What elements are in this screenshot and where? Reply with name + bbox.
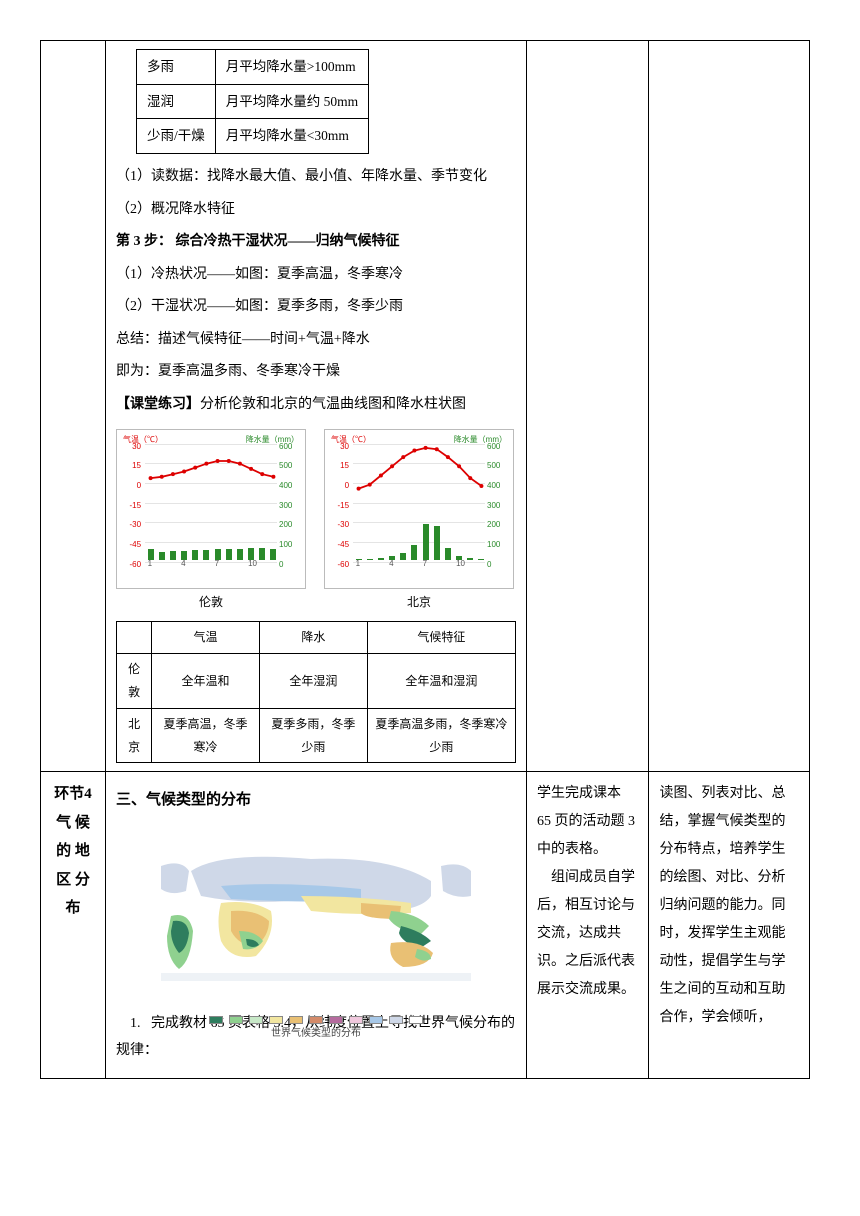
compare-table: 气温 降水 气候特征 伦敦 全年温和 全年湿润 全年温和湿润 北京 夏季高温，冬… [116, 621, 516, 763]
s3l1: （1）冷热状况——如图：夏季高温，冬季寒冷 [116, 262, 516, 289]
lesson-plan-table: 多雨月平均降水量>100mm 湿润月平均降水量约 50mm 少雨/干燥月平均降水… [40, 40, 810, 1079]
cell-r3c2: 月平均降水量<30mm [215, 119, 368, 154]
rain-threshold-table: 多雨月平均降水量>100mm 湿润月平均降水量约 50mm 少雨/干燥月平均降水… [136, 49, 369, 154]
cell-r2c1: 湿润 [137, 84, 216, 119]
cmp-r1-city: 伦敦 [117, 654, 152, 709]
cmp-h2: 降水 [259, 622, 367, 654]
practice-text: 分析伦敦和北京的气温曲线图和降水柱状图 [200, 397, 466, 412]
chart-london: 气温（℃）降水量（mm）30600155000400-15300-30200-4… [116, 429, 306, 614]
s3l3: 总结：描述气候特征——时间+气温+降水 [116, 327, 516, 354]
row2-label: 环节4 气 候 的 地 区 分 布 [41, 772, 106, 1079]
row2-student: 学生完成课本 65 页的活动题 3 中的表格。 组间成员自学后，相互讨论与交流，… [527, 772, 649, 1079]
cmp-r2-f: 夏季高温多雨，冬季寒冷少雨 [367, 708, 515, 763]
row1-content: 多雨月平均降水量>100mm 湿润月平均降水量约 50mm 少雨/干燥月平均降水… [106, 41, 527, 772]
practice-title: 【课堂练习】 [116, 397, 200, 412]
cmp-h1: 气温 [152, 622, 260, 654]
cmp-h0 [117, 622, 152, 654]
sec3-title: 三、气候类型的分布 [116, 786, 516, 815]
cmp-r1-f: 全年温和湿润 [367, 654, 515, 709]
cell-r1c1: 多雨 [137, 50, 216, 85]
cmp-r2-t: 夏季高温，冬季寒冷 [152, 708, 260, 763]
row2-content: 三、气候类型的分布 [106, 772, 527, 1079]
map-legend [161, 1016, 471, 1024]
step3-title: 第 3 步： 综合冷热干湿状况——归纳气候特征 [116, 229, 516, 256]
row2-intent: 读图、列表对比、总结，掌握气候类型的分布特点，培养学生的绘图、对比、分析归纳问题… [649, 772, 810, 1079]
cmp-h3: 气候特征 [367, 622, 515, 654]
london-caption: 伦敦 [116, 591, 306, 614]
row1-col3 [527, 41, 649, 772]
cell-r3c1: 少雨/干燥 [137, 119, 216, 154]
world-climate-map: 世界气候类型的分布 [161, 821, 471, 1001]
s3l2: （2）干湿状况——如图：夏季多雨，冬季少雨 [116, 294, 516, 321]
row1-label [41, 41, 106, 772]
cell-r2c2: 月平均降水量约 50mm [215, 84, 368, 119]
practice-line: 【课堂练习】分析伦敦和北京的气温曲线图和降水柱状图 [116, 392, 516, 419]
row1-col4 [649, 41, 810, 772]
cmp-r1-t: 全年温和 [152, 654, 260, 709]
chart-pair: 气温（℃）降水量（mm）30600155000400-15300-30200-4… [116, 429, 516, 614]
map-caption: 世界气候类型的分布 [161, 1024, 471, 1043]
s3l4: 即为：夏季高温多雨、冬季寒冷干燥 [116, 359, 516, 386]
line-b: （2）概况降水特征 [116, 197, 516, 224]
chart-beijing: 气温（℃）降水量（mm）30600155000400-15300-30200-4… [324, 429, 514, 614]
cmp-r1-r: 全年湿润 [259, 654, 367, 709]
cell-r1c2: 月平均降水量>100mm [215, 50, 368, 85]
beijing-caption: 北京 [324, 591, 514, 614]
line-a: （1）读数据：找降水最大值、最小值、年降水量、季节变化 [116, 164, 516, 191]
cmp-r2-r: 夏季多雨，冬季少雨 [259, 708, 367, 763]
cmp-r2-city: 北京 [117, 708, 152, 763]
